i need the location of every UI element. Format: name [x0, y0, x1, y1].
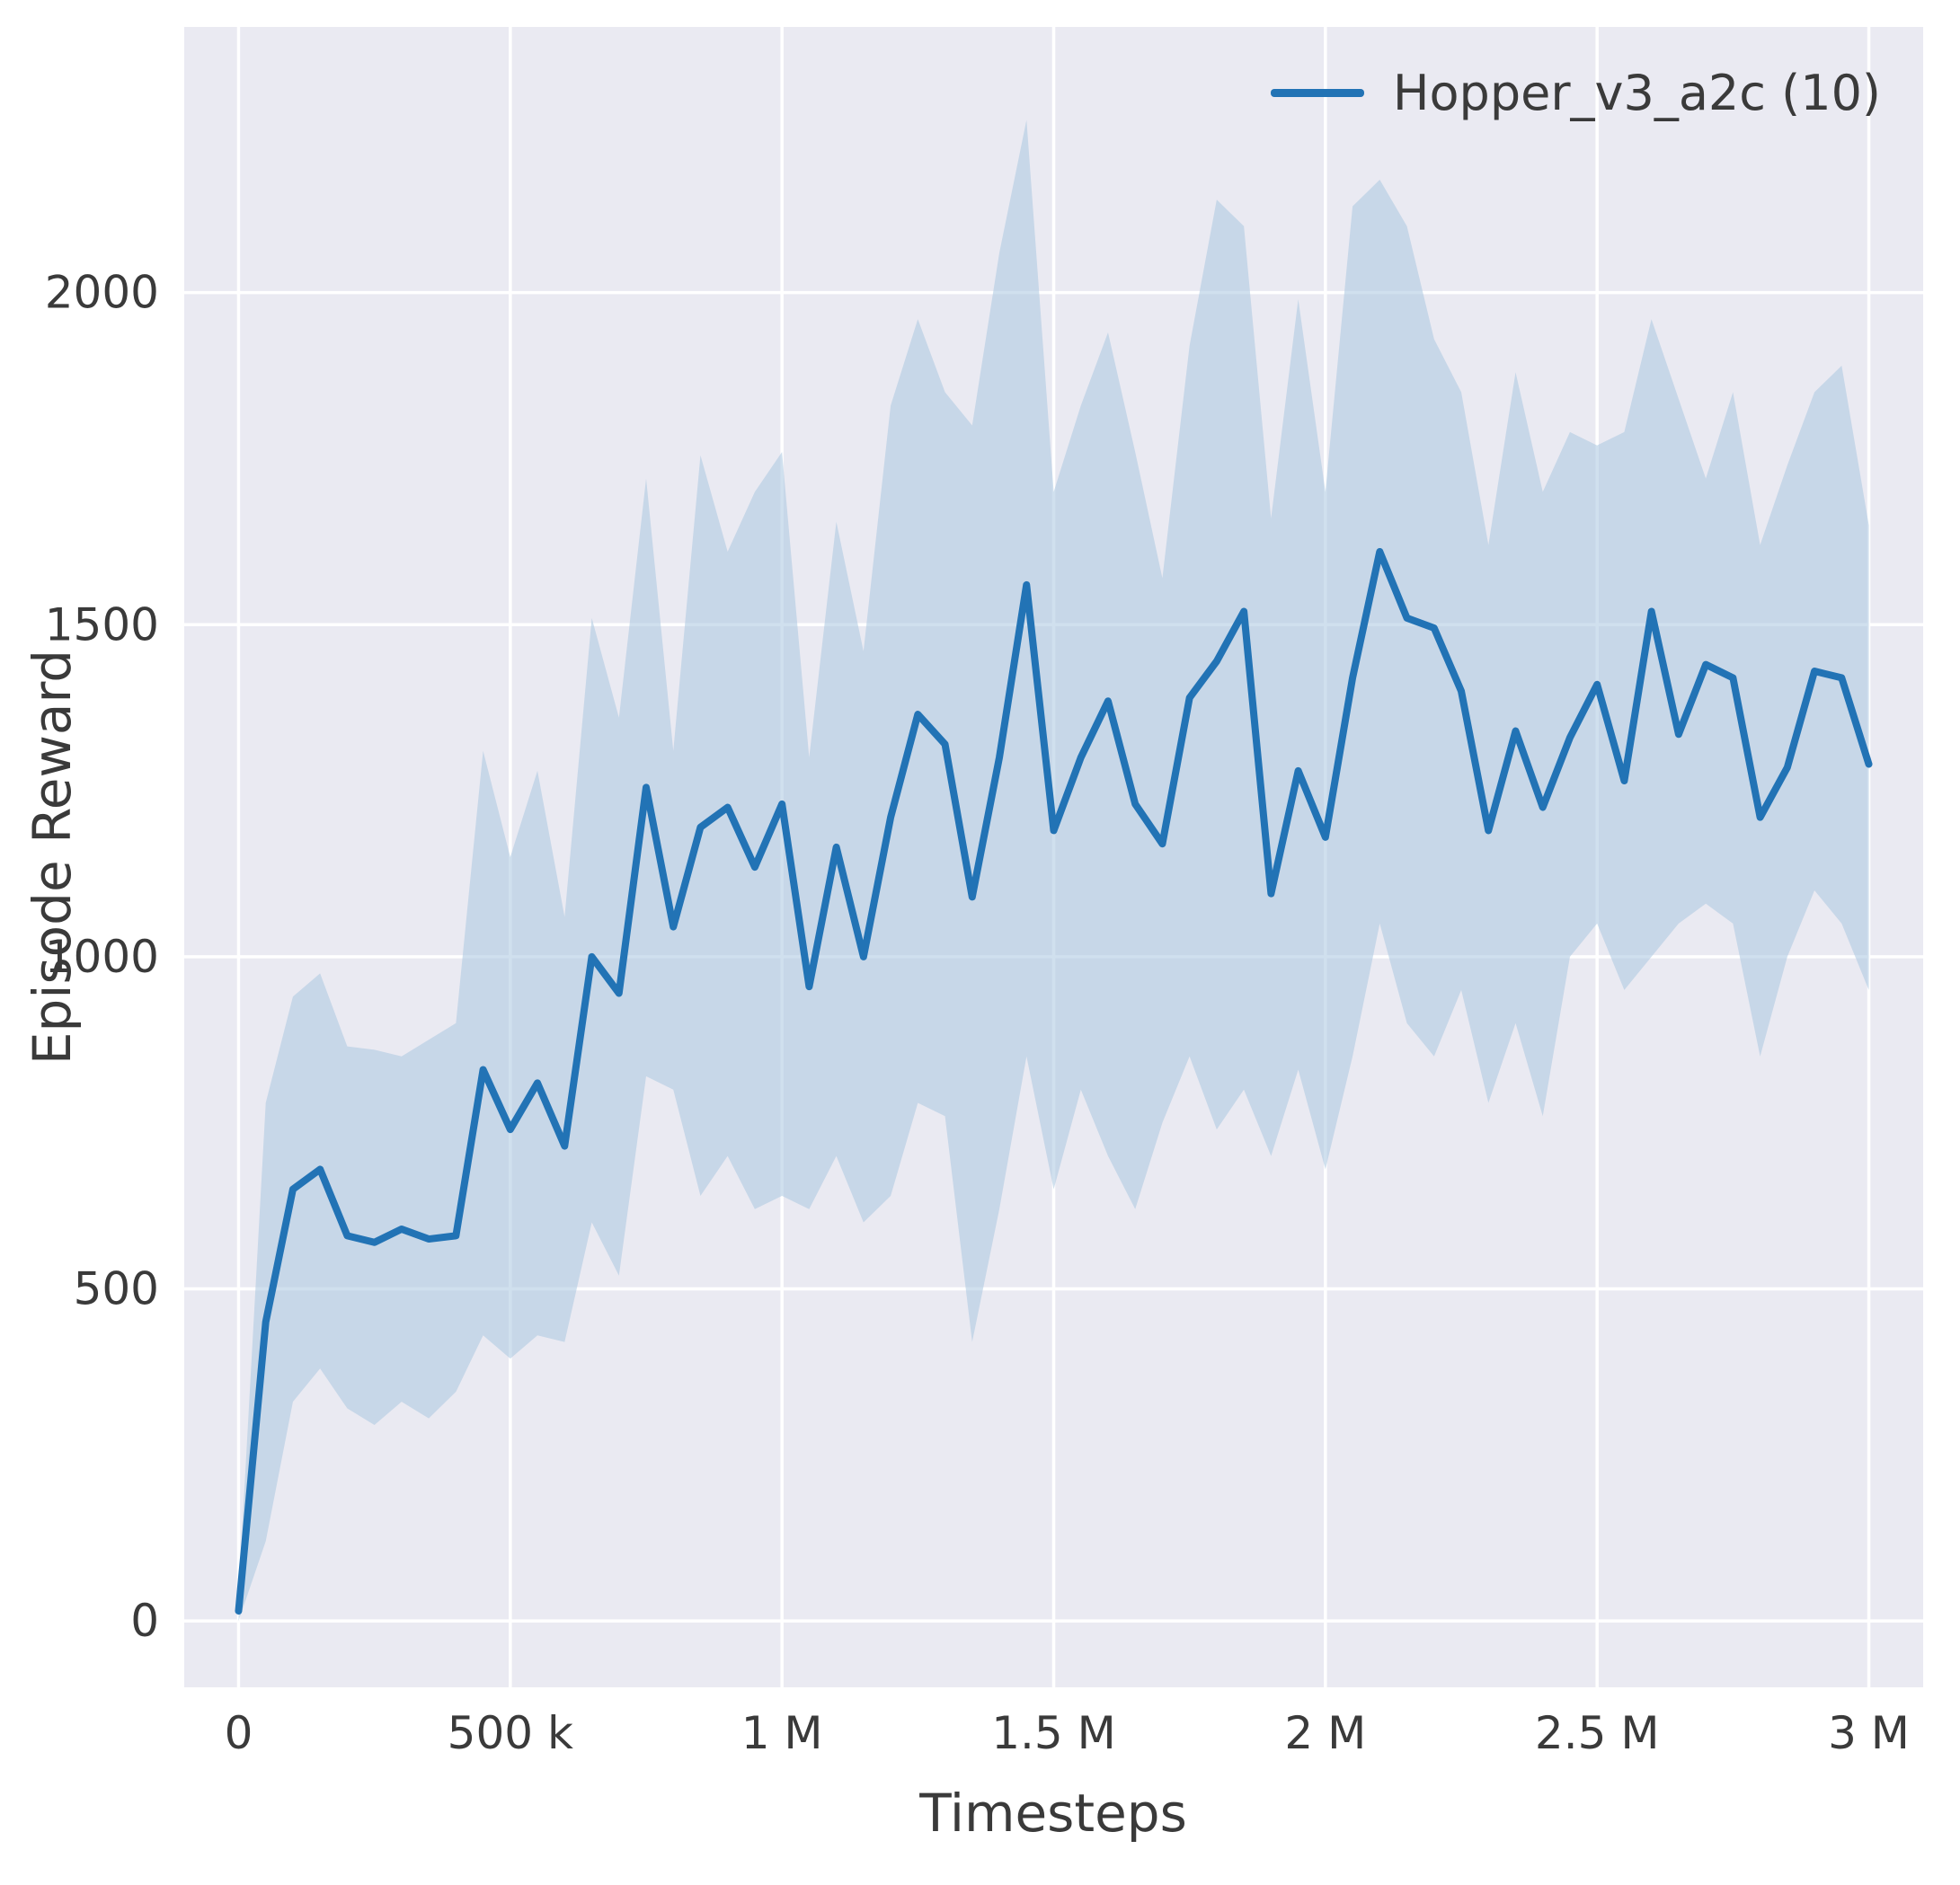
y-tick-label: 1000: [45, 931, 159, 983]
mean-line: [235, 547, 1873, 1615]
x-tick-label: 0: [225, 1707, 253, 1759]
x-tick-label: 1 M: [741, 1707, 823, 1759]
y-axis-label: Episode Reward: [22, 649, 83, 1066]
legend: Hopper_v3_a2c (10): [1270, 65, 1881, 121]
y-tick-label: 1500: [45, 598, 159, 650]
x-tick-label: 1.5 M: [991, 1707, 1116, 1759]
x-tick-label: 2.5 M: [1535, 1707, 1660, 1759]
y-tick-label: 500: [74, 1262, 159, 1314]
x-tick-label: 2 M: [1284, 1707, 1366, 1759]
y-tick-label: 0: [130, 1595, 159, 1647]
confidence-band: [238, 119, 1869, 1622]
legend-line-swatch: [1270, 89, 1364, 97]
x-axis-label: Timesteps: [919, 1783, 1187, 1844]
y-tick-label: 2000: [45, 267, 159, 319]
x-tick-label: 500 k: [448, 1707, 573, 1759]
legend-label: Hopper_v3_a2c (10): [1392, 65, 1881, 121]
x-tick-label: 3 M: [1828, 1707, 1910, 1759]
